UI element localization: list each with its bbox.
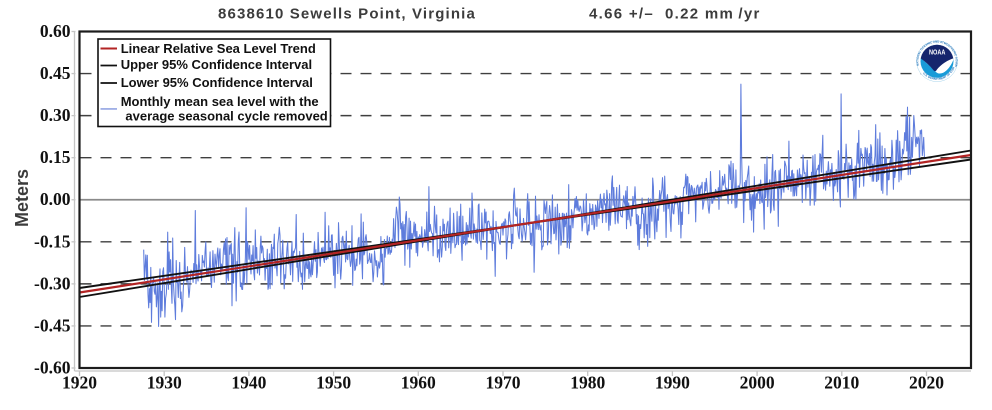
svg-text:4.66 +/– 0.22 mm /yr: 4.66 +/– 0.22 mm /yr xyxy=(589,5,761,22)
svg-text:8638610 Sewells Point, Virgini: 8638610 Sewells Point, Virginia xyxy=(218,5,476,22)
svg-text:2010: 2010 xyxy=(824,372,859,392)
svg-text:2020: 2020 xyxy=(909,372,944,392)
svg-text:0.30: 0.30 xyxy=(40,105,71,125)
svg-text:-0.15: -0.15 xyxy=(34,231,71,251)
svg-text:1930: 1930 xyxy=(147,372,182,392)
svg-text:Lower 95% Confidence Interval: Lower 95% Confidence Interval xyxy=(121,75,313,90)
svg-text:Linear Relative Sea Level Tren: Linear Relative Sea Level Trend xyxy=(121,41,316,56)
svg-text:-0.30: -0.30 xyxy=(34,273,71,293)
svg-text:1960: 1960 xyxy=(401,372,436,392)
svg-text:2000: 2000 xyxy=(740,372,775,392)
svg-text:0.15: 0.15 xyxy=(40,147,71,167)
svg-text:Monthly mean sea level with th: Monthly mean sea level with the xyxy=(121,94,319,109)
svg-text:1940: 1940 xyxy=(231,372,266,392)
svg-text:1950: 1950 xyxy=(316,372,351,392)
svg-text:1970: 1970 xyxy=(486,372,521,392)
svg-text:Meters: Meters xyxy=(12,169,32,227)
svg-text:1920: 1920 xyxy=(62,372,97,392)
svg-text:average seasonal cycle removed: average seasonal cycle removed xyxy=(125,109,327,124)
svg-text:1980: 1980 xyxy=(570,372,605,392)
svg-text:-0.60: -0.60 xyxy=(34,358,71,378)
svg-text:-0.45: -0.45 xyxy=(34,315,71,335)
svg-text:0.00: 0.00 xyxy=(40,189,71,209)
svg-text:1990: 1990 xyxy=(655,372,690,392)
svg-text:NOAA: NOAA xyxy=(929,48,946,57)
svg-text:0.60: 0.60 xyxy=(40,21,71,41)
svg-text:Upper 95% Confidence Interval: Upper 95% Confidence Interval xyxy=(121,57,312,72)
svg-text:0.45: 0.45 xyxy=(40,63,71,83)
